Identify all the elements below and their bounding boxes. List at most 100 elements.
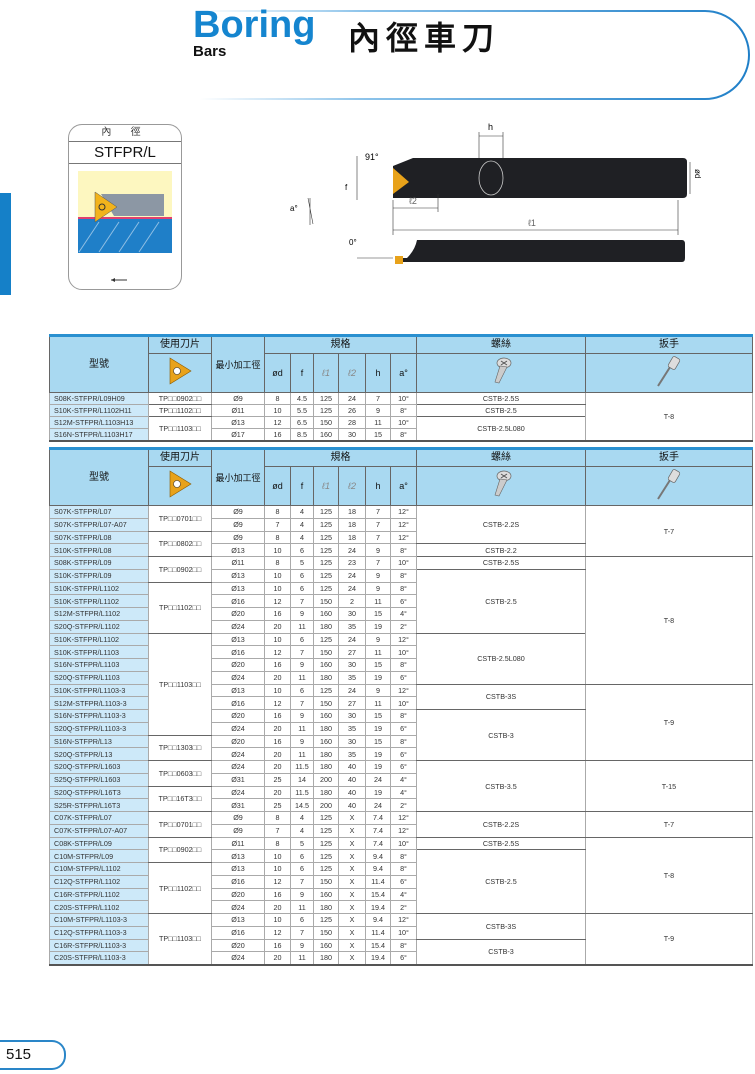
screw-icon-cell bbox=[416, 466, 586, 506]
insert-type: TP□□0701□□ bbox=[148, 505, 212, 532]
wrench-part: T-15 bbox=[585, 760, 753, 812]
dim-d: 12 bbox=[264, 645, 291, 659]
angle-a: 10° bbox=[390, 392, 417, 405]
screw-part: CSTB-2.2S bbox=[416, 504, 586, 545]
dim-f: 4 bbox=[290, 530, 314, 545]
table-row: S20Q-STFPR/L16T3 TP□□16T3□□ Ø24 20 11.5 180 40… bbox=[49, 785, 753, 812]
dim-l1-label: ℓ1 bbox=[528, 218, 536, 228]
table-row: S10K-STFPR/L1102 Ø16 12 7 150 2 11 6° bbox=[49, 594, 753, 608]
min-bore: Ø13 bbox=[211, 849, 265, 863]
angle-a: 10° bbox=[390, 556, 417, 570]
angle-a: 8° bbox=[390, 428, 417, 441]
table-row: C10M-STFPR/L09 Ø13 10 6 125 X 9.4 8° CSTB-2.5 bbox=[49, 849, 753, 914]
dim-h: 7 bbox=[365, 556, 391, 570]
wrench-part: T-7 bbox=[585, 505, 753, 557]
model-code: C12Q-STFPR/L1103-3 bbox=[49, 925, 149, 940]
angle-a: 8° bbox=[390, 709, 417, 723]
dim-l2: 30 bbox=[338, 734, 366, 749]
title-banner-frame bbox=[200, 10, 750, 100]
model-code: S20Q-STFPR/L1103-3 bbox=[49, 721, 149, 736]
dim-l2: 24 bbox=[338, 568, 366, 583]
min-bore: Ø13 bbox=[211, 862, 265, 876]
wrench-icon-cell bbox=[585, 353, 753, 393]
insert-type: TP□□1102□□ bbox=[148, 862, 212, 914]
dim-l1: 180 bbox=[313, 900, 339, 914]
model-code: S20Q-STFPR/L1103 bbox=[49, 670, 149, 685]
dim-d: 16 bbox=[264, 887, 291, 902]
dim-l2: 27 bbox=[338, 645, 366, 659]
angle-a: 4° bbox=[390, 887, 417, 902]
min-bore: Ø20 bbox=[211, 709, 265, 723]
dim-l2: 18 bbox=[338, 517, 366, 532]
dim-f-label: f bbox=[345, 183, 348, 192]
insert-type: TP□□0902□□ bbox=[148, 392, 212, 405]
dim-l2: 26 bbox=[338, 404, 366, 417]
dim-l1: 125 bbox=[313, 823, 339, 838]
min-bore: Ø16 bbox=[211, 594, 265, 608]
dim-l2: 35 bbox=[338, 619, 366, 634]
angle-a: 8° bbox=[390, 568, 417, 583]
min-bore: Ø9 bbox=[211, 392, 265, 405]
dim-f: 9 bbox=[290, 607, 314, 621]
dim-h: 9 bbox=[365, 543, 391, 557]
dim-l2: X bbox=[338, 913, 366, 927]
dim-l2: 23 bbox=[338, 556, 366, 570]
table-row: S08K-STFPR/L09H09 TP□□0902□□ Ø9 8 4.5 125 24 7 1… bbox=[49, 392, 753, 441]
dim-d: 12 bbox=[264, 925, 291, 940]
title-english: Boring bbox=[193, 4, 316, 46]
dim-h-label: h bbox=[488, 122, 493, 132]
dim-l2: X bbox=[338, 925, 366, 940]
min-bore: Ø31 bbox=[211, 772, 265, 787]
dim-f: 9 bbox=[290, 709, 314, 723]
dim-h: 9.4 bbox=[365, 913, 391, 927]
col-spec: 規格 bbox=[264, 335, 417, 354]
dim-l1: 125 bbox=[313, 849, 339, 863]
min-bore: Ø20 bbox=[211, 887, 265, 902]
boring-operation-illustration-icon bbox=[78, 171, 172, 282]
model-code: S07K-STFPR/L07 bbox=[49, 505, 149, 519]
angle-a: 12° bbox=[390, 517, 417, 532]
angle-a: 6° bbox=[390, 670, 417, 685]
dim-l2: 24 bbox=[338, 392, 366, 405]
model-code: C07K-STFPR/L07-A07 bbox=[49, 823, 149, 838]
col-f: f bbox=[290, 466, 314, 506]
dim-h: 11.4 bbox=[365, 925, 391, 940]
insert-type: TP□□0603□□ bbox=[148, 760, 212, 787]
min-bore: Ø11 bbox=[211, 556, 265, 570]
table-header: 型號 使用刀片 最小加工徑 規格 螺絲 扳手 ød f ℓ1 ℓ2 h a° bbox=[49, 335, 753, 393]
model-code: C16R-STFPR/L1102 bbox=[49, 887, 149, 902]
dim-l1: 180 bbox=[313, 951, 339, 965]
angle-a: 12° bbox=[390, 913, 417, 927]
dim-l2: 27 bbox=[338, 696, 366, 710]
dim-l1: 160 bbox=[313, 887, 339, 902]
dim-h: 19 bbox=[365, 721, 391, 736]
angle-a: 12° bbox=[390, 632, 417, 647]
section-tab-marker bbox=[0, 193, 11, 295]
dim-l1: 125 bbox=[313, 392, 339, 405]
min-bore: Ø16 bbox=[211, 874, 265, 889]
model-code: C08K-STFPR/L09 bbox=[49, 836, 149, 851]
col-l1: ℓ1 bbox=[313, 466, 339, 506]
angle-a: 4° bbox=[390, 785, 417, 800]
dim-l2: X bbox=[338, 874, 366, 889]
triangle-insert-icon bbox=[169, 470, 192, 498]
model-code: C10M-STFPR/L1102 bbox=[49, 862, 149, 876]
insert-type: TP□□1102□□ bbox=[148, 404, 212, 417]
angle-a: 6° bbox=[390, 747, 417, 761]
insert-type: TP□□1102□□ bbox=[148, 581, 212, 634]
model-code: S10K-STFPR/L1102 bbox=[49, 632, 149, 647]
col-h: h bbox=[365, 353, 391, 393]
dim-f: 5 bbox=[290, 556, 314, 570]
min-bore: Ø24 bbox=[211, 721, 265, 736]
dim-l1: 150 bbox=[313, 594, 339, 608]
angle-a: 6° bbox=[390, 721, 417, 736]
col-wrench: 扳手 bbox=[585, 448, 753, 467]
dim-h: 15 bbox=[365, 734, 391, 749]
col-model: 型號 bbox=[49, 335, 149, 393]
dim-f: 9 bbox=[290, 887, 314, 902]
dim-l1: 125 bbox=[313, 568, 339, 583]
angle-a: 12° bbox=[390, 683, 417, 698]
insert-type: TP□□1103□□ bbox=[148, 416, 212, 441]
dim-d: 10 bbox=[264, 632, 291, 647]
dim-h: 9 bbox=[365, 683, 391, 698]
